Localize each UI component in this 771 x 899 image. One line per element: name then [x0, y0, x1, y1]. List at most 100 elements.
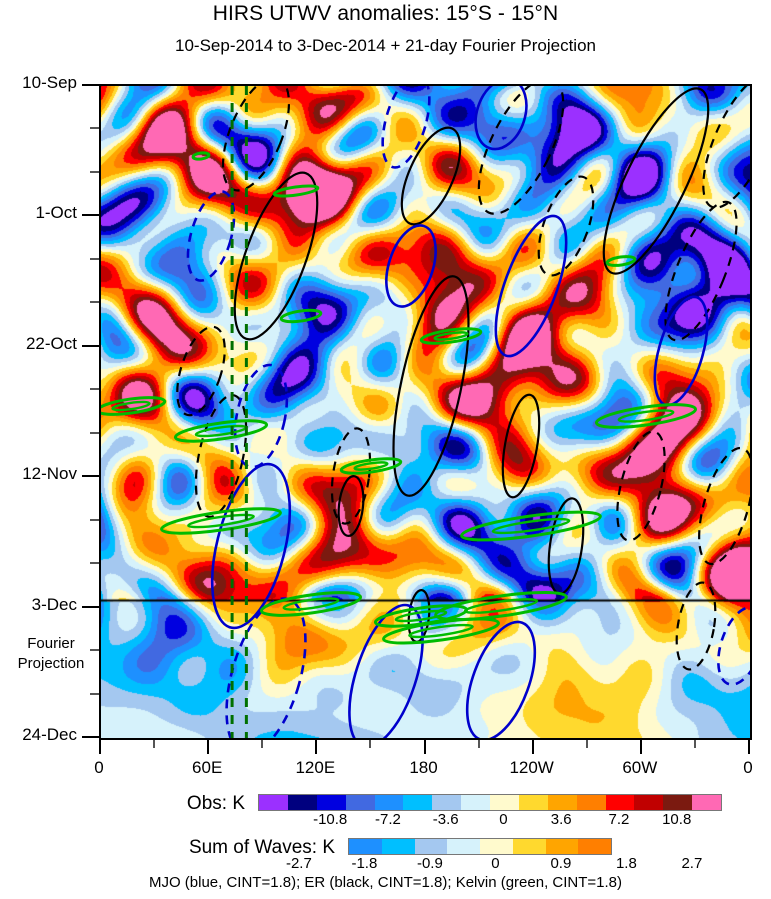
wave-contour-er	[330, 427, 372, 525]
wave-contour-er	[702, 86, 750, 209]
colorbar-tick-label: -7.2	[375, 811, 401, 828]
wave-contour-er	[602, 87, 710, 275]
wave-contour-mjo	[381, 86, 431, 169]
wave-contour-kelvin	[259, 591, 363, 617]
colorbar-swatch	[490, 795, 519, 810]
colorbar-tick-label: 0	[499, 811, 508, 828]
colorbar-obs-label: Obs: K	[186, 793, 245, 814]
y-tick-label: 3-Dec	[31, 594, 77, 614]
wave-contour-kelvin-inner	[282, 597, 340, 611]
wave-contour-mjo	[494, 214, 568, 358]
colorbar-tick-label: -1.8	[351, 855, 378, 872]
y-tick-minor	[90, 257, 99, 260]
wave-contour-mjo	[717, 606, 750, 686]
x-tick-minor	[693, 740, 696, 748]
wave-contour-mjo	[465, 620, 537, 738]
wave-contour-kelvin	[382, 617, 500, 645]
wave-contour-mjo	[385, 224, 437, 308]
fourier-projection-label-line1: Fourier	[27, 634, 75, 652]
wave-contour-kelvin	[419, 327, 483, 345]
colorbar-tick-label: -2.7	[285, 855, 312, 872]
colorbar-swatch	[634, 795, 664, 810]
y-tick-minor	[90, 127, 99, 130]
y-tick-minor	[90, 431, 99, 434]
wave-contour-mjo	[186, 190, 236, 282]
wave-contour-kelvin	[160, 507, 282, 535]
colorbar-tick-label: -3.6	[432, 811, 459, 828]
colorbar-swatch	[316, 795, 346, 810]
wave-contour-er	[392, 275, 470, 497]
x-tick-major	[315, 740, 318, 754]
y-tick-minor	[90, 301, 99, 304]
wave-contour-mjo	[653, 295, 709, 407]
y-tick-major	[82, 605, 99, 608]
wave-contour-kelvin	[191, 151, 211, 161]
wave-contour-mjo	[210, 462, 292, 630]
y-tick-label: 10-Sep	[22, 73, 77, 92]
colorbar-tick-label: 0	[491, 855, 500, 872]
x-tick-major	[99, 740, 101, 754]
page-title: HIRS UTWV anomalies: 15°S - 15°N	[212, 2, 559, 25]
hovmoller-plot[interactable]	[99, 84, 752, 740]
colorbar-waves-label: Sum of Waves: K	[188, 837, 335, 858]
x-tick-label: 180	[409, 758, 438, 777]
y-tick-minor	[90, 170, 99, 173]
wave-contour-er	[537, 175, 595, 277]
colorbar-waves-bar	[348, 838, 612, 855]
colorbar-tick-label: 10.8	[662, 811, 692, 828]
colorbar-swatch	[432, 795, 462, 810]
colorbar-swatch	[461, 795, 490, 810]
wave-contour-er	[477, 86, 565, 215]
colorbar-swatch	[692, 795, 721, 810]
x-tick-major	[423, 740, 426, 754]
colorbar-swatch	[512, 839, 546, 854]
wave-contour-overlay	[101, 86, 750, 738]
colorbar-swatch	[578, 839, 611, 854]
wave-contour-kelvin-inner	[111, 400, 151, 412]
wave-contour-er	[176, 325, 226, 417]
y-tick-minor	[90, 692, 99, 695]
y-tick-minor	[90, 388, 99, 391]
x-tick-minor	[261, 740, 264, 748]
x-axis: 0 60E 120E 180 120W 60W 0	[0, 740, 771, 785]
colorbar-swatch	[259, 795, 288, 810]
x-tick-minor	[585, 740, 588, 748]
colorbar-swatch	[287, 795, 317, 810]
x-tick-major	[748, 740, 750, 754]
colorbar-swatch	[349, 839, 382, 854]
colorbar-swatch	[518, 795, 548, 810]
wave-contour-kelvin-inner	[394, 609, 448, 623]
colorbar-swatch	[381, 839, 415, 854]
wave-contour-kelvin-inner	[463, 598, 539, 614]
colorbar-tick-label: 3.6	[550, 811, 572, 828]
y-tick-label: 22-Oct	[25, 333, 77, 353]
colorbar-swatch	[414, 839, 448, 854]
colorbar-swatch	[547, 795, 577, 810]
wave-contour-mjo	[474, 86, 528, 151]
wave-contour-kelvin-inner	[491, 517, 571, 535]
wave-contour-kelvin	[101, 396, 167, 416]
x-tick-label: 60E	[192, 758, 223, 777]
colorbar-tick-label: -0.9	[416, 855, 443, 872]
y-tick-minor	[90, 518, 99, 521]
x-tick-label: 0	[94, 758, 104, 777]
colorbar-waves-ticks: -2.7 -1.8 -0.9 0 0.9 1.8 2.7	[286, 855, 702, 875]
wave-contour-er	[675, 581, 717, 671]
colorbar-swatch	[576, 795, 606, 810]
colorbar-obs-bar	[258, 794, 722, 811]
y-tick-major	[82, 84, 99, 86]
x-tick-minor	[477, 740, 480, 748]
x-tick-label: 120W	[509, 758, 554, 777]
y-tick-major	[82, 475, 99, 478]
y-axis: 10-Sep 1-Oct 22-Oct 12-Nov 3-Dec 24-Dec Fourie…	[0, 60, 99, 760]
wave-contour-kelvin	[434, 590, 568, 622]
wave-contour-kelvin	[173, 419, 269, 443]
x-tick-label: 60W	[622, 758, 658, 777]
colorbar-swatch	[374, 795, 404, 810]
x-tick-label: 120E	[295, 758, 336, 777]
wave-contour-er	[337, 475, 365, 537]
colorbar-swatch	[545, 839, 579, 854]
wave-contour-mjo	[348, 603, 424, 738]
wave-contour-kelvin	[339, 457, 403, 475]
y-tick-minor	[90, 562, 99, 565]
